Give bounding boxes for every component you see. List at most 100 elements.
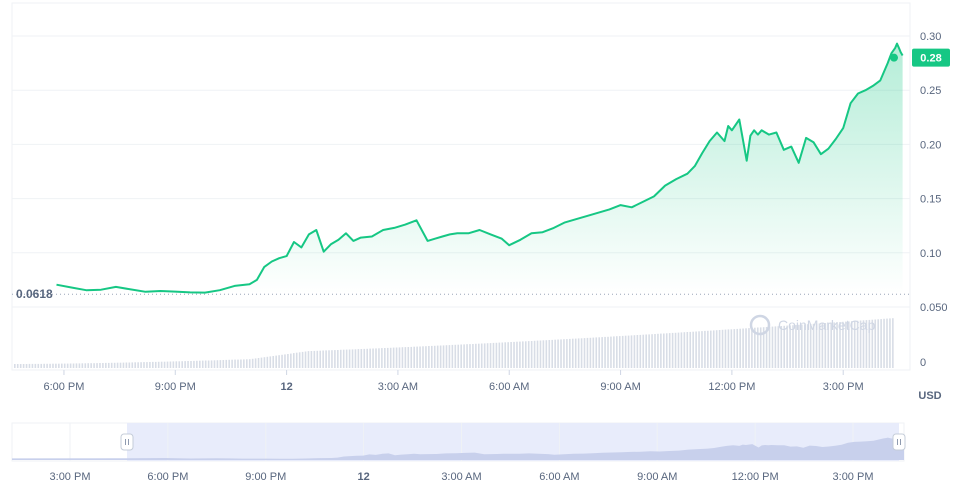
volume-bar [266,356,269,368]
volume-bar [510,342,512,368]
volume-bar [52,363,54,368]
volume-bar [290,353,292,368]
volume-bar [683,332,686,368]
volume-bar [712,330,715,368]
volume-bar [545,340,548,368]
volume-bar [715,330,718,368]
volume-bar [287,354,289,368]
volume-bar [892,318,894,368]
navigator-right-handle[interactable] [892,433,906,451]
volume-bar [231,359,233,368]
volume-bar [707,330,709,368]
volume-bar [577,338,580,368]
volume-bar [313,350,316,368]
volume-bar [616,336,618,368]
navigator-tick-label: 3:00 AM [441,471,481,483]
y-tick-label: 0.10 [920,248,941,260]
volume-bar [157,361,160,368]
volume-bar [692,331,694,368]
volume-bar [272,356,275,368]
navigator-area [12,437,904,460]
volume-bar [639,334,642,368]
x-axis: 6:00 PM 9:00 PM 12 3:00 AM 6:00 AM 9:00 AM 12:… [43,370,864,393]
y-tick-label: 0.20 [920,139,941,151]
volume-bar [149,362,151,368]
volume-bar [613,336,615,368]
volume-bar [871,319,874,368]
volume-bar [519,341,521,368]
y-tick-label: 0.30 [920,31,941,43]
volume-tick-label: 0 [920,357,926,369]
volume-bar [522,341,524,368]
volume-bar [836,322,838,368]
volume-bar [856,320,859,368]
right-handle-grip[interactable] [892,433,906,451]
volume-bar [328,350,330,368]
volume-bar [334,350,336,368]
volume-bar [566,339,568,368]
volume-bar [727,329,730,368]
volume-bar [859,320,862,368]
volume-bar [557,339,559,368]
x-tick-label: 9:00 PM [155,381,196,393]
volume-bar [610,336,612,368]
volume-bar [539,340,542,368]
volume-bar [46,363,48,368]
volume-bar [663,333,665,368]
volume-bar [516,341,518,368]
left-handle-grip[interactable] [120,433,134,451]
volume-bar [583,338,586,368]
volume-bar [193,360,195,368]
volume-bar [762,327,765,368]
volume-bar [789,325,791,368]
y-tick-label: 0.25 [920,85,941,97]
volume-bar [745,328,747,368]
volume-bar [780,326,783,368]
volume-bar [19,364,22,368]
volume-bar [709,330,712,368]
volume-bar [668,333,671,368]
volume-bar [833,322,835,368]
volume-bar [49,363,51,368]
volume-bar [665,333,668,368]
volume-bar [889,318,891,368]
volume-bar [389,347,392,368]
volume-bar [119,362,122,368]
price-area [56,43,903,295]
navigator-gridlines [69,423,854,461]
volume-bar [310,351,313,368]
volume-bar [99,363,101,368]
volume-bar [783,325,786,368]
volume-bar [439,345,442,368]
x-tick-label: 9:00 AM [600,381,640,393]
volume-bar [140,362,142,368]
volume-bar [742,328,744,368]
volume-bar [172,361,175,368]
current-price-badge: 0.28 [912,48,950,67]
navigator-tick-label: 3:00 PM [50,471,91,483]
volume-bar [131,362,134,368]
volume-bar [850,321,853,368]
volume-bar [122,362,125,368]
volume-bar [105,362,107,368]
volume-bar [22,364,25,368]
volume-bar [392,347,395,368]
volume-bar [477,343,480,368]
volume-bar [410,346,413,368]
navigator-left-handle[interactable] [120,433,134,451]
volume-bar [240,359,242,368]
volume-bar [210,360,213,368]
range-navigator[interactable]: 3:00 PM 6:00 PM 9:00 PM 12 3:00 AM 6:00 AM 9:0… [11,422,906,483]
x-tick-label: 12:00 PM [708,381,755,393]
volume-bar [704,330,706,368]
volume-bar [322,350,324,368]
volume-bar [498,342,501,368]
navigator-tick-label: 3:00 PM [833,471,874,483]
volume-bar [460,344,462,368]
volume-bar [137,362,139,368]
volume-bar [759,327,762,368]
volume-bar [542,340,545,368]
volume-bar [369,348,371,368]
volume-bar [839,322,841,368]
volume-bar [404,347,407,368]
